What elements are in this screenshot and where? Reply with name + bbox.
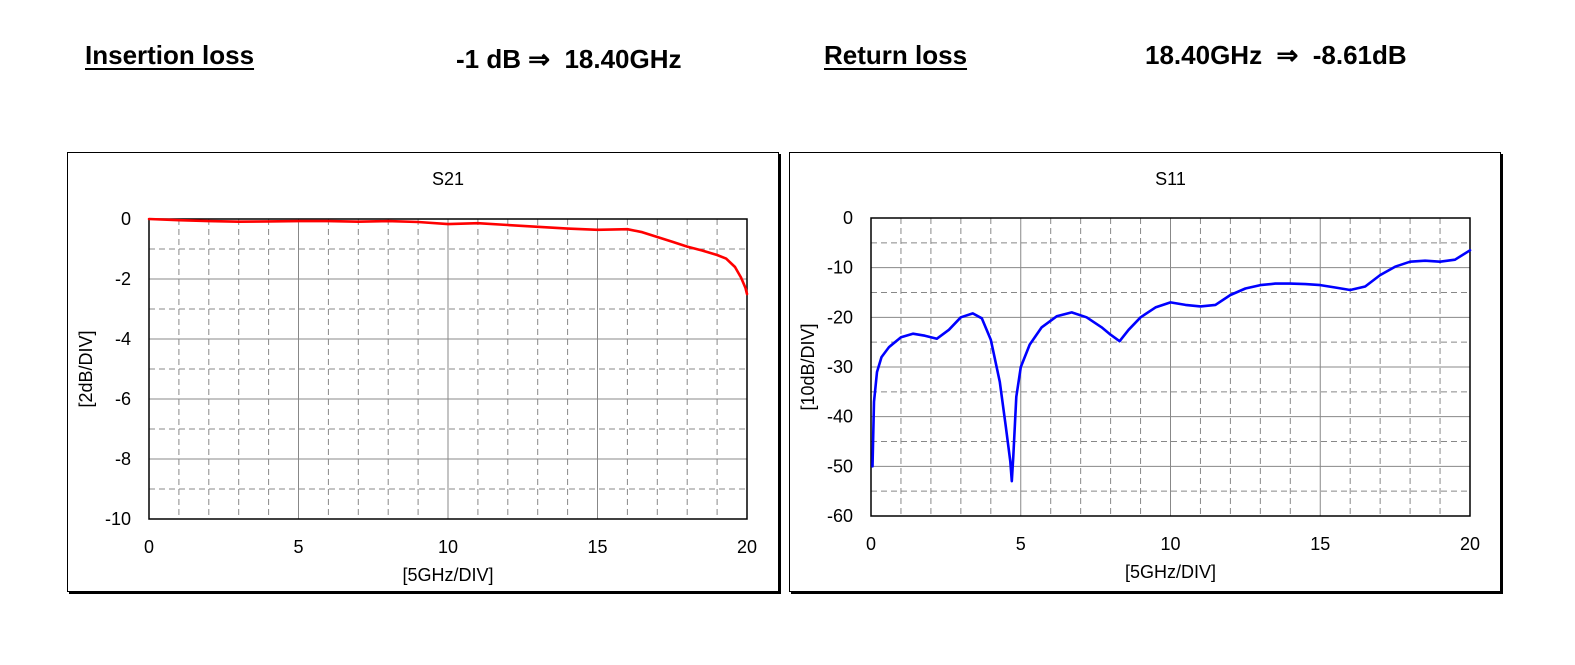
s11-chart: S11 0 -10 -20 -30 -40 -50 -60 0 5 10 15 20 [5GHz/DIV]… bbox=[798, 169, 1480, 582]
s11-ytick-label: -60 bbox=[827, 506, 853, 526]
s11-chart-panel: S11 0 -10 -20 -30 -40 -50 -60 0 5 10 15 20 [5GHz/DIV]… bbox=[789, 152, 1501, 592]
s11-title: S11 bbox=[1155, 169, 1186, 189]
s21-title: S21 bbox=[432, 169, 464, 189]
s21-ytick-label: -10 bbox=[105, 509, 131, 529]
s11-xtick-label: 5 bbox=[1016, 534, 1026, 554]
s11-y-axis-label: [10dB/DIV] bbox=[798, 323, 818, 410]
s21-ytick-label: -2 bbox=[115, 269, 131, 289]
s21-y-axis-label: [2dB/DIV] bbox=[76, 330, 96, 407]
s21-x-axis-label: [5GHz/DIV] bbox=[402, 565, 493, 585]
s21-ytick-label: -6 bbox=[115, 389, 131, 409]
return-loss-label: Return loss bbox=[824, 40, 968, 70]
s11-ytick-label: 0 bbox=[843, 208, 853, 228]
s21-chart-panel: S21 0 -2 -4 -6 -8 -10 0 5 10 15 20 [5GHz/DIV] [2dB/DI… bbox=[67, 152, 779, 592]
s11-ytick-label: -10 bbox=[827, 258, 853, 278]
s11-xtick-label: 0 bbox=[866, 534, 876, 554]
s11-ytick-label: -50 bbox=[827, 456, 853, 476]
s21-xtick-label: 5 bbox=[293, 537, 303, 557]
s21-xtick-label: 0 bbox=[144, 537, 154, 557]
s21-xtick-label: 15 bbox=[587, 537, 607, 557]
s11-x-axis-label: [5GHz/DIV] bbox=[1125, 562, 1216, 582]
s11-xtick-label: 10 bbox=[1160, 534, 1180, 554]
s11-series-line bbox=[871, 249, 1472, 483]
return-loss-value: 18.40GHz ⇒ -8.61dB bbox=[1145, 40, 1407, 70]
s21-series-line bbox=[147, 217, 749, 296]
s11-plot-frame bbox=[870, 217, 1471, 517]
s21-plot-frame bbox=[148, 218, 748, 520]
s21-chart: S21 0 -2 -4 -6 -8 -10 0 5 10 15 20 [5GHz/DIV] [2dB/DI… bbox=[76, 169, 757, 585]
s21-xtick-label: 10 bbox=[438, 537, 458, 557]
s11-ytick-label: -20 bbox=[827, 307, 853, 327]
s11-xtick-label: 20 bbox=[1460, 534, 1480, 554]
s11-xtick-label: 15 bbox=[1310, 534, 1330, 554]
insertion-loss-value: -1 dB ⇒ 18.40GHz bbox=[456, 44, 682, 74]
s11-ytick-label: -30 bbox=[827, 357, 853, 377]
s21-ytick-label: -4 bbox=[115, 329, 131, 349]
s21-xtick-label: 20 bbox=[737, 537, 757, 557]
s21-ytick-label: -8 bbox=[115, 449, 131, 469]
insertion-loss-label: Insertion loss bbox=[85, 40, 255, 70]
s21-ytick-label: 0 bbox=[121, 209, 131, 229]
s11-ytick-label: -40 bbox=[827, 407, 853, 427]
